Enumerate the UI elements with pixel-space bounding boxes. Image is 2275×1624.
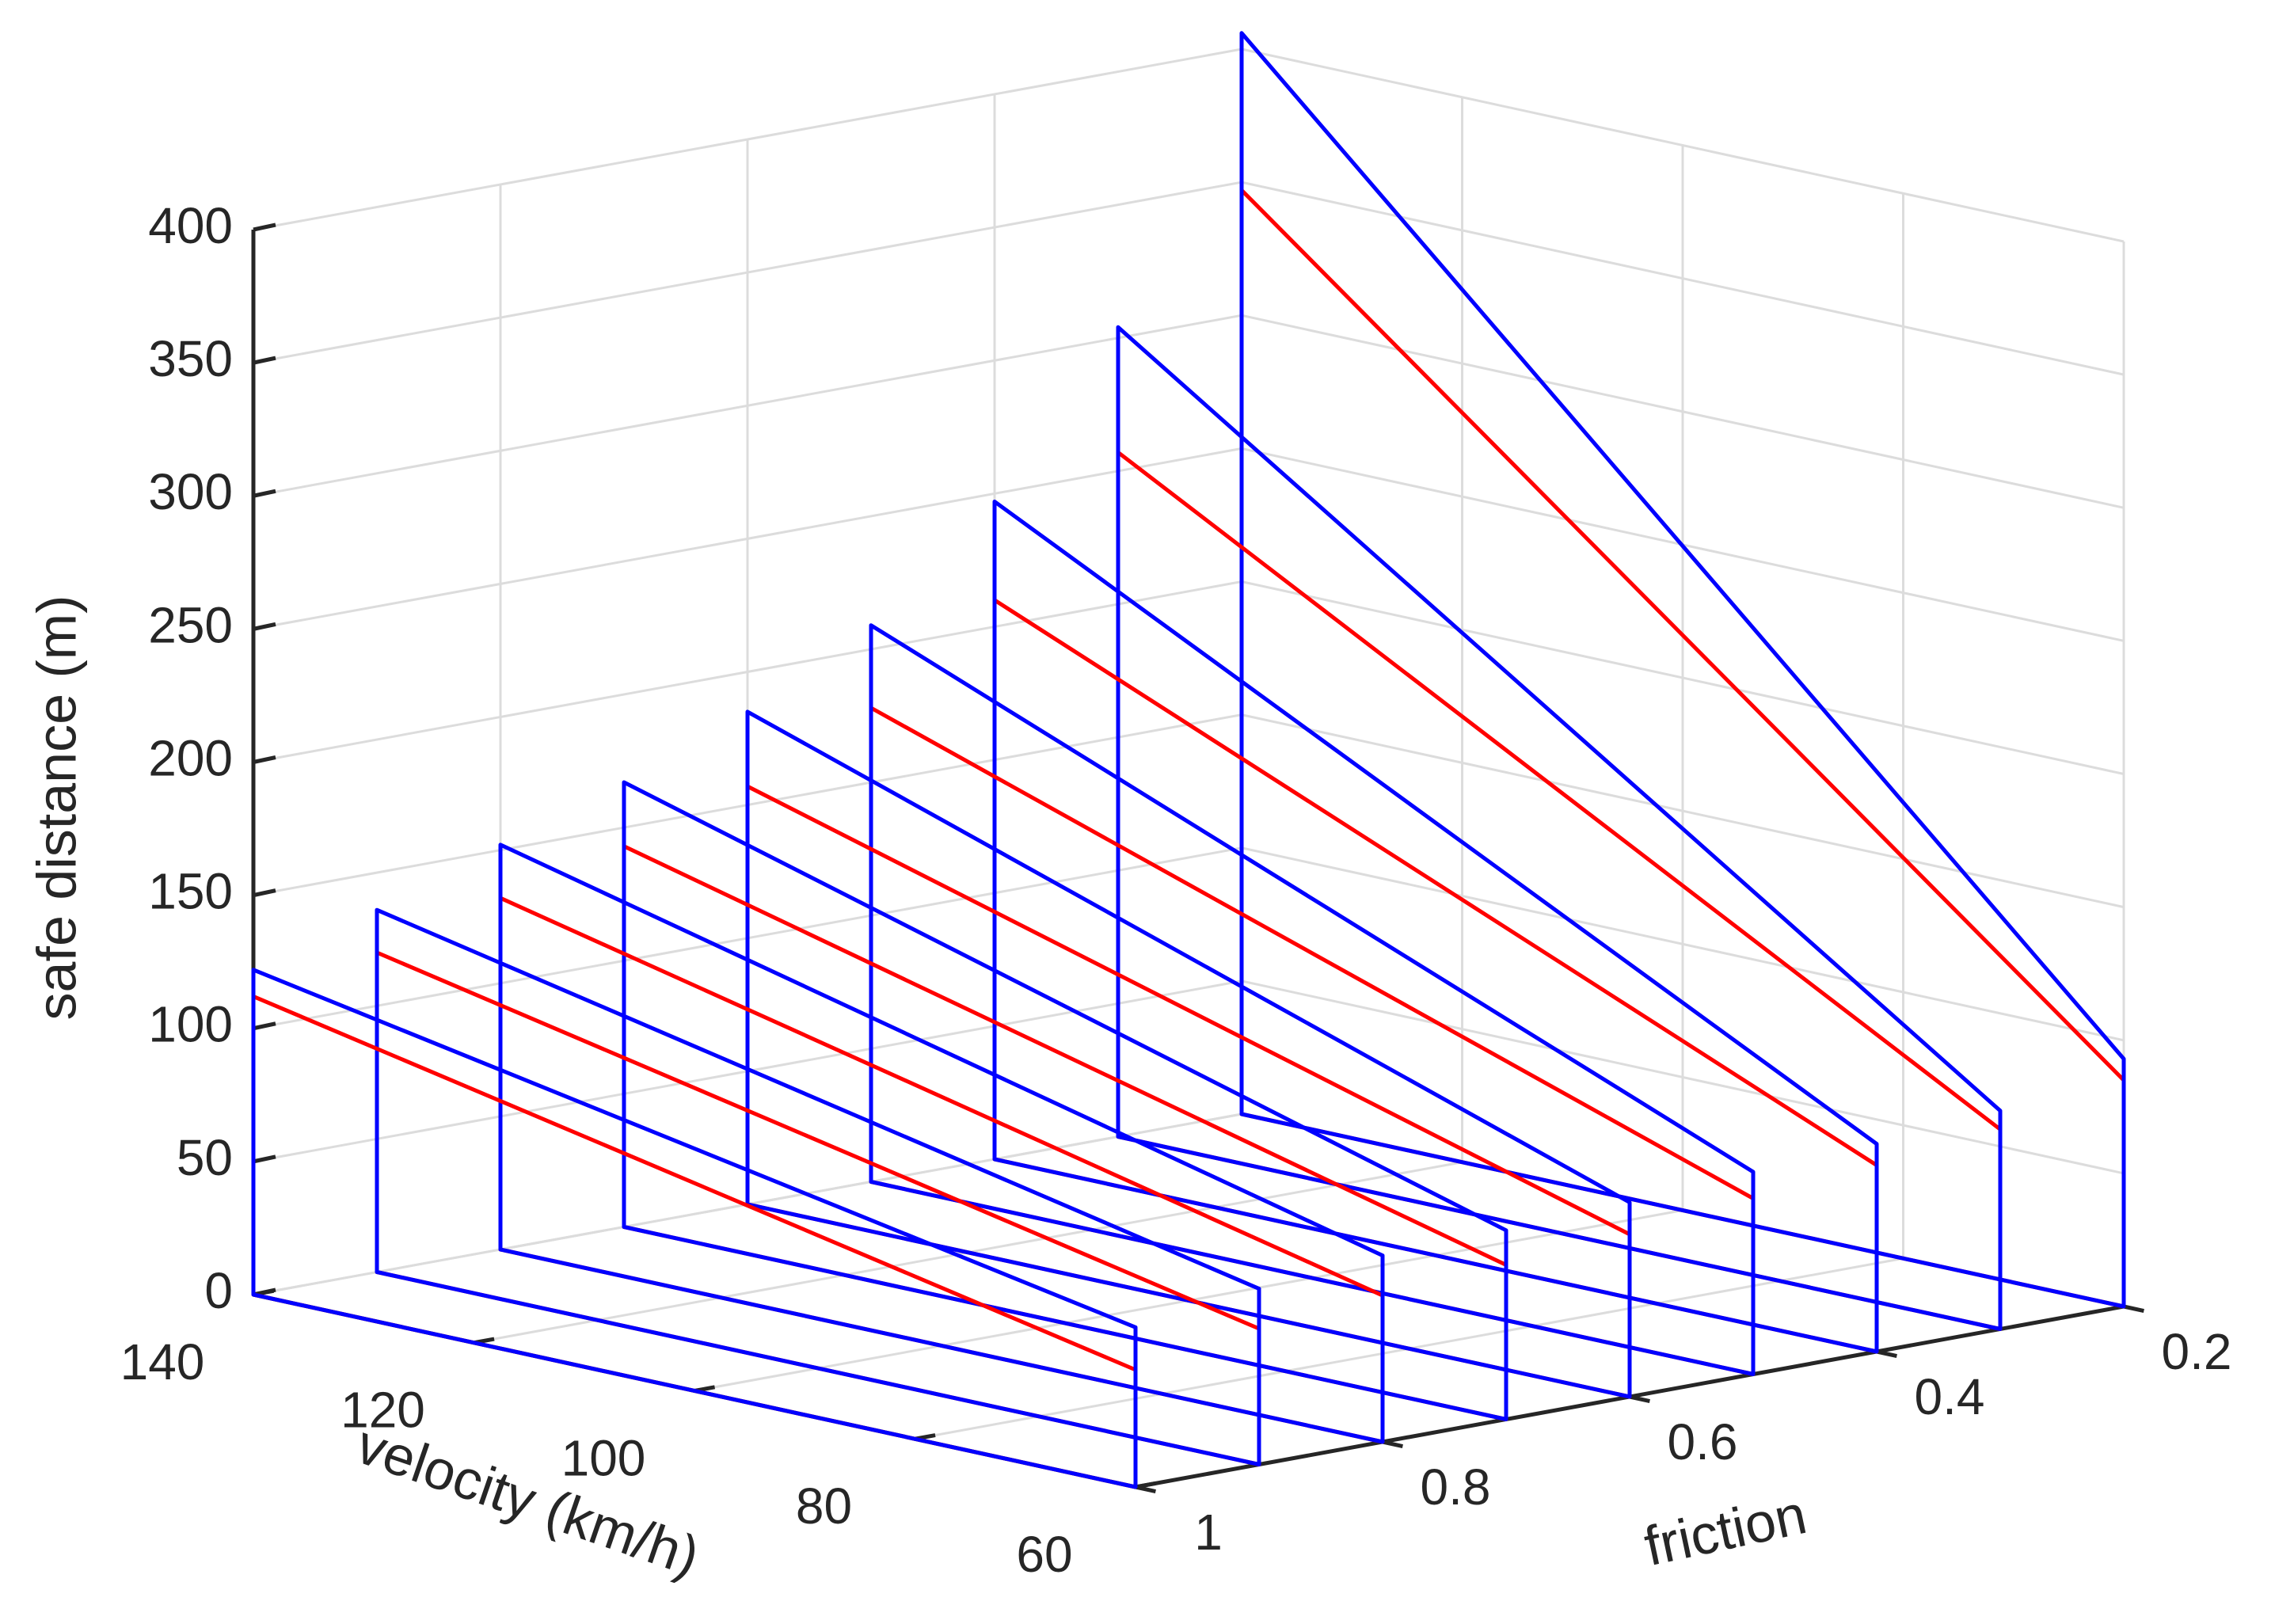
ribbon-friction-1 (251, 968, 1138, 1489)
blue-ribbon (498, 842, 1385, 1444)
z-tick-label: 100 (148, 996, 233, 1053)
blue-ribbon (375, 907, 1261, 1466)
z-gridline (253, 580, 2125, 775)
ribbon-friction-0-2 (1239, 31, 2126, 1309)
ribbon-friction-0-6 (745, 709, 1632, 1399)
ribbon-friction-0-5 (869, 623, 1756, 1376)
z-gridline (253, 447, 2125, 642)
friction-tick-labels: 0.2 0.4 0.6 0.8 1 (1194, 1323, 2231, 1561)
z-tick-mark (253, 1021, 276, 1031)
blue-ribbon (992, 500, 1879, 1354)
ribbon-friction-0-8 (498, 842, 1385, 1444)
velocity-tick-label: 60 (1016, 1526, 1072, 1583)
z-gridline (253, 48, 2125, 243)
z-gridline (253, 713, 2125, 909)
friction-tick-mark (1135, 1485, 1156, 1493)
z-tick-mark (253, 755, 276, 764)
z-tick-mark (253, 622, 276, 631)
ribbon-friction-0-9 (375, 907, 1261, 1466)
friction-tick-label: 1 (1194, 1504, 1223, 1561)
friction-tick-label: 0.2 (2162, 1323, 2232, 1380)
red-ribbon (622, 844, 1508, 1421)
friction-tick-mark (1876, 1349, 1897, 1358)
z-tick-label: 150 (148, 863, 233, 920)
z-tick-labels: 0 50 100 150 200 250 300 350 400 (148, 197, 233, 1319)
z-tick-label: 250 (148, 596, 233, 653)
velocity-tick-labels: 60 80 100 120 140 (120, 1333, 1073, 1583)
ribbon-friction-0-3 (1116, 325, 2003, 1331)
blue-ribbon (251, 968, 1138, 1489)
velocity-tick-label: 80 (796, 1478, 852, 1535)
z-tick-mark (253, 489, 276, 498)
z-tick-label: 200 (148, 729, 233, 786)
ribbon-friction-0-4 (992, 500, 1879, 1354)
grid-layer (252, 48, 2125, 1489)
z-tick-label: 400 (148, 197, 233, 254)
blue-ribbon (1116, 325, 2003, 1331)
z-tick-mark (253, 1154, 276, 1164)
z-tick-label: 0 (204, 1262, 233, 1319)
blue-ribbon (869, 623, 1756, 1376)
friction-tick-label: 0.8 (1421, 1459, 1491, 1516)
blue-ribbon (622, 780, 1508, 1421)
blue-ribbon (745, 709, 1632, 1399)
z-tick-mark (253, 222, 276, 232)
z-tick-label: 300 (148, 463, 233, 520)
ribbon-series (251, 31, 2126, 1489)
velocity-tick-label: 120 (340, 1382, 425, 1439)
friction-tick-mark (2123, 1304, 2144, 1313)
red-ribbon (745, 784, 1632, 1399)
blue-ribbon (1239, 31, 2126, 1309)
z-gridline (253, 181, 2125, 376)
velocity-tick-label: 100 (561, 1429, 646, 1486)
z-tick-mark (253, 888, 276, 898)
velocity-tick-label: 140 (120, 1333, 205, 1390)
ribbon-friction-0-7 (622, 780, 1508, 1421)
z-tick-label: 50 (177, 1129, 233, 1186)
friction-tick-label: 0.6 (1668, 1413, 1738, 1470)
z-gridline (253, 314, 2125, 509)
friction-tick-label: 0.4 (1915, 1368, 1985, 1425)
friction-axis-label: friction (1639, 1483, 1812, 1577)
z-axis-label: safe distance (m) (25, 595, 87, 1021)
z-tick-label: 350 (148, 330, 233, 387)
velocity-axis-label: velocity (km/h) (349, 1413, 707, 1588)
z-tick-mark (253, 356, 276, 365)
friction-tick-mark (1382, 1440, 1403, 1448)
friction-tick-mark (1629, 1394, 1650, 1403)
